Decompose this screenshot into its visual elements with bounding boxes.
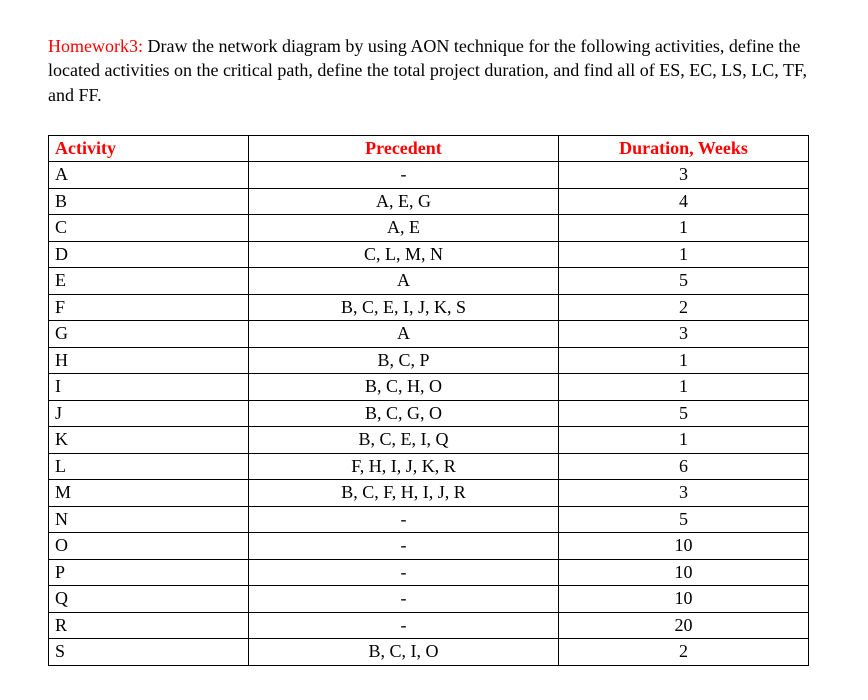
cell-activity: G xyxy=(49,321,249,348)
cell-duration: 2 xyxy=(559,639,809,666)
cell-precedent: C, L, M, N xyxy=(249,241,559,268)
prompt-text: Draw the network diagram by using AON te… xyxy=(48,36,807,105)
cell-precedent: B, C, G, O xyxy=(249,400,559,427)
header-activity: Activity xyxy=(49,135,249,162)
table-row: SB, C, I, O2 xyxy=(49,639,809,666)
cell-precedent: A, E, G xyxy=(249,188,559,215)
cell-activity: E xyxy=(49,268,249,295)
cell-duration: 5 xyxy=(559,400,809,427)
table-row: R-20 xyxy=(49,612,809,639)
cell-precedent: - xyxy=(249,162,559,189)
table-row: MB, C, F, H, I, J, R3 xyxy=(49,480,809,507)
cell-precedent: B, C, I, O xyxy=(249,639,559,666)
cell-precedent: A xyxy=(249,321,559,348)
cell-duration: 3 xyxy=(559,162,809,189)
cell-precedent: B, C, F, H, I, J, R xyxy=(249,480,559,507)
table-row: BA, E, G4 xyxy=(49,188,809,215)
cell-activity: S xyxy=(49,639,249,666)
table-row: N-5 xyxy=(49,506,809,533)
cell-duration: 10 xyxy=(559,533,809,560)
homework-label: Homework3: xyxy=(48,36,143,56)
cell-precedent: F, H, I, J, K, R xyxy=(249,453,559,480)
table-row: IB, C, H, O1 xyxy=(49,374,809,401)
table-row: GA3 xyxy=(49,321,809,348)
cell-activity: M xyxy=(49,480,249,507)
table-row: P-10 xyxy=(49,559,809,586)
cell-activity: J xyxy=(49,400,249,427)
cell-activity: H xyxy=(49,347,249,374)
cell-duration: 3 xyxy=(559,321,809,348)
cell-precedent: B, C, P xyxy=(249,347,559,374)
cell-duration: 1 xyxy=(559,215,809,242)
cell-activity: O xyxy=(49,533,249,560)
cell-duration: 4 xyxy=(559,188,809,215)
cell-precedent: - xyxy=(249,612,559,639)
cell-activity: P xyxy=(49,559,249,586)
cell-duration: 2 xyxy=(559,294,809,321)
table-row: A-3 xyxy=(49,162,809,189)
assignment-prompt: Homework3: Draw the network diagram by u… xyxy=(48,34,820,107)
table-body: A-3BA, E, G4CA, E1DC, L, M, N1EA5FB, C, … xyxy=(49,162,809,666)
cell-precedent: B, C, E, I, Q xyxy=(249,427,559,454)
cell-precedent: A, E xyxy=(249,215,559,242)
table-header-row: Activity Precedent Duration, Weeks xyxy=(49,135,809,162)
table-row: FB, C, E, I, J, K, S2 xyxy=(49,294,809,321)
cell-duration: 10 xyxy=(559,586,809,613)
cell-activity: B xyxy=(49,188,249,215)
cell-activity: L xyxy=(49,453,249,480)
table-row: O-10 xyxy=(49,533,809,560)
table-row: DC, L, M, N1 xyxy=(49,241,809,268)
activity-table: Activity Precedent Duration, Weeks A-3BA… xyxy=(48,135,809,666)
cell-activity: Q xyxy=(49,586,249,613)
cell-activity: D xyxy=(49,241,249,268)
cell-activity: R xyxy=(49,612,249,639)
cell-duration: 1 xyxy=(559,241,809,268)
table-row: EA5 xyxy=(49,268,809,295)
table-row: LF, H, I, J, K, R6 xyxy=(49,453,809,480)
table-row: HB, C, P1 xyxy=(49,347,809,374)
cell-duration: 1 xyxy=(559,374,809,401)
table-row: CA, E1 xyxy=(49,215,809,242)
page: Homework3: Draw the network diagram by u… xyxy=(0,0,868,700)
cell-precedent: - xyxy=(249,506,559,533)
cell-activity: I xyxy=(49,374,249,401)
table-row: JB, C, G, O5 xyxy=(49,400,809,427)
cell-precedent: - xyxy=(249,533,559,560)
cell-precedent: B, C, E, I, J, K, S xyxy=(249,294,559,321)
table-row: Q-10 xyxy=(49,586,809,613)
cell-duration: 20 xyxy=(559,612,809,639)
cell-activity: A xyxy=(49,162,249,189)
cell-precedent: - xyxy=(249,559,559,586)
cell-duration: 10 xyxy=(559,559,809,586)
cell-duration: 1 xyxy=(559,427,809,454)
table-row: KB, C, E, I, Q1 xyxy=(49,427,809,454)
header-precedent: Precedent xyxy=(249,135,559,162)
cell-precedent: - xyxy=(249,586,559,613)
cell-precedent: B, C, H, O xyxy=(249,374,559,401)
cell-duration: 5 xyxy=(559,506,809,533)
cell-activity: N xyxy=(49,506,249,533)
cell-precedent: A xyxy=(249,268,559,295)
cell-duration: 1 xyxy=(559,347,809,374)
cell-activity: C xyxy=(49,215,249,242)
header-duration: Duration, Weeks xyxy=(559,135,809,162)
cell-duration: 5 xyxy=(559,268,809,295)
cell-duration: 6 xyxy=(559,453,809,480)
cell-duration: 3 xyxy=(559,480,809,507)
cell-activity: K xyxy=(49,427,249,454)
cell-activity: F xyxy=(49,294,249,321)
